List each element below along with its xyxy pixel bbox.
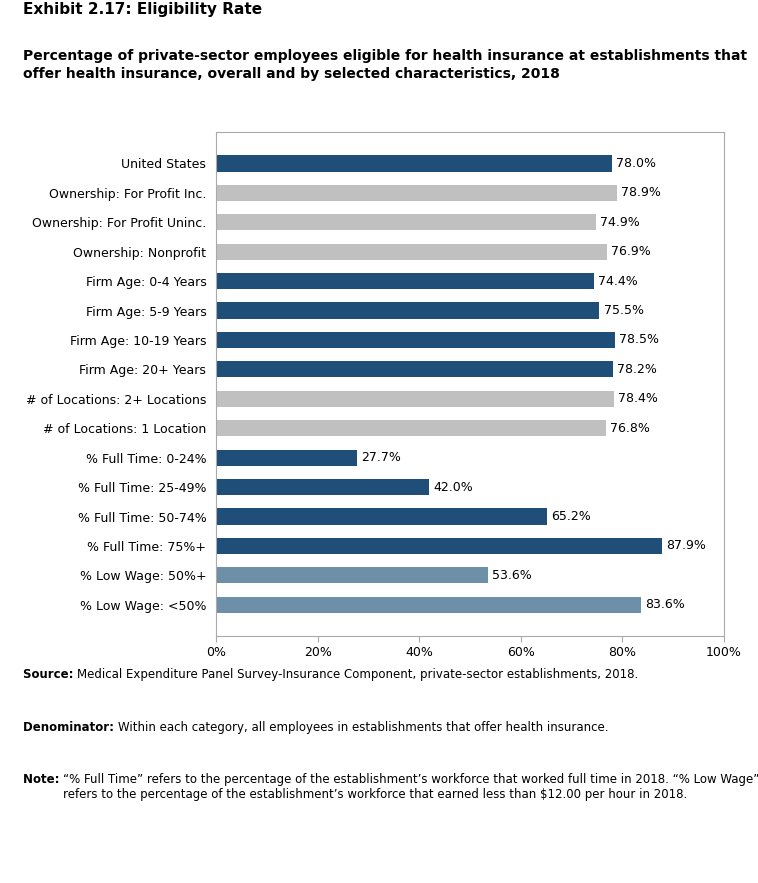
Text: 74.4%: 74.4% — [598, 275, 637, 288]
Text: 83.6%: 83.6% — [644, 599, 684, 611]
Text: 75.5%: 75.5% — [603, 304, 644, 317]
Bar — [216, 273, 594, 290]
Bar — [216, 597, 641, 613]
Bar — [216, 303, 600, 319]
Text: 78.9%: 78.9% — [621, 186, 661, 200]
Bar — [216, 509, 547, 525]
Text: 53.6%: 53.6% — [492, 569, 532, 582]
Bar — [216, 332, 615, 348]
Text: 78.0%: 78.0% — [616, 157, 656, 170]
Text: 65.2%: 65.2% — [551, 510, 591, 523]
Text: Note:: Note: — [23, 774, 64, 787]
Bar — [216, 479, 429, 495]
Bar — [216, 567, 488, 584]
Text: Source:: Source: — [23, 668, 77, 682]
Text: Medical Expenditure Panel Survey-Insurance Component, private-sector establishme: Medical Expenditure Panel Survey-Insuran… — [77, 668, 638, 682]
Bar — [216, 538, 662, 554]
Bar — [216, 244, 606, 260]
Text: 74.9%: 74.9% — [600, 215, 641, 229]
Text: 78.2%: 78.2% — [617, 363, 657, 376]
Text: “% Full Time” refers to the percentage of the establishment’s workforce that wor: “% Full Time” refers to the percentage o… — [64, 774, 758, 802]
Text: 76.9%: 76.9% — [611, 245, 650, 258]
Text: Within each category, all employees in establishments that offer health insuranc: Within each category, all employees in e… — [117, 721, 609, 734]
Bar — [216, 185, 617, 201]
Bar — [216, 361, 613, 378]
Text: 78.5%: 78.5% — [619, 334, 659, 346]
Bar — [216, 155, 612, 171]
Text: 87.9%: 87.9% — [666, 540, 706, 553]
Text: 78.4%: 78.4% — [619, 392, 658, 405]
Bar — [216, 420, 606, 436]
Text: Denominator:: Denominator: — [23, 721, 117, 734]
Text: 27.7%: 27.7% — [361, 451, 401, 464]
Bar — [216, 390, 614, 407]
Text: Percentage of private-sector employees eligible for health insurance at establis: Percentage of private-sector employees e… — [23, 49, 747, 81]
Text: Exhibit 2.17: Eligibility Rate: Exhibit 2.17: Eligibility Rate — [23, 3, 262, 18]
Text: 42.0%: 42.0% — [434, 480, 473, 494]
Bar — [216, 215, 597, 230]
Text: 76.8%: 76.8% — [610, 422, 650, 434]
Bar — [216, 449, 357, 465]
